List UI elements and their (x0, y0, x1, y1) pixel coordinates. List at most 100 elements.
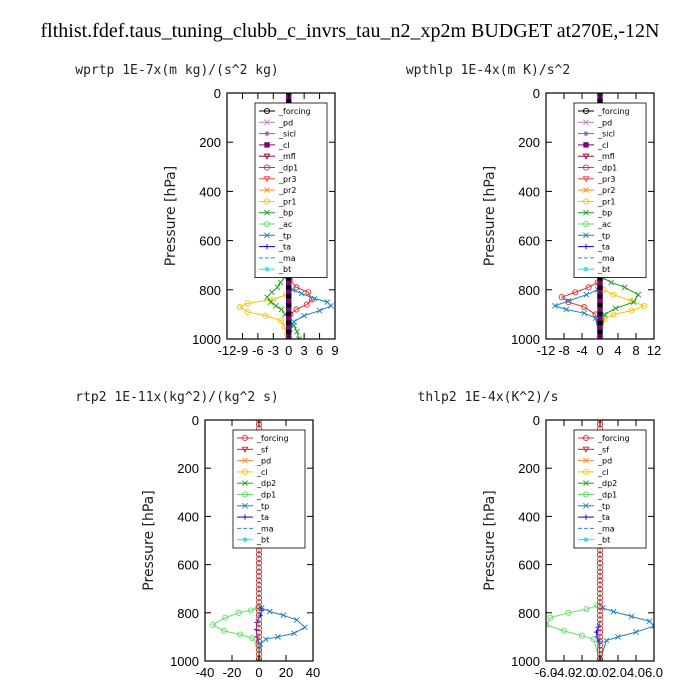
y-tick-label: 1000 (192, 332, 221, 347)
y-axis-label: Pressure [hPa] (482, 166, 498, 266)
legend-marker (583, 502, 589, 509)
data-point (565, 609, 572, 616)
x-tick-label: -2.0 (571, 665, 593, 680)
legend-marker (583, 131, 589, 137)
data-point (583, 606, 590, 613)
legend-label: _mfl (597, 152, 615, 161)
legend-marker (263, 153, 271, 160)
legend-marker (263, 164, 271, 171)
zero-marker (597, 320, 603, 326)
legend-label: _bt (597, 265, 610, 274)
x-tick-label: 8 (632, 343, 639, 358)
x-tick-label: 0 (255, 665, 262, 680)
legend-label: _tp (278, 231, 291, 240)
legend-marker (582, 164, 590, 171)
legend-label: _cl (597, 141, 609, 150)
y-tick-label: 0 (192, 413, 199, 428)
data-point (610, 608, 617, 615)
data-point (305, 289, 312, 296)
plot-frame (226, 92, 336, 340)
legend-label: _pd (597, 457, 612, 466)
legend-label: _pd (256, 457, 271, 466)
legend-label: _forcing (256, 434, 289, 443)
data-point (552, 302, 558, 309)
zero-marker (596, 573, 604, 580)
data-point (244, 300, 251, 307)
data-point (651, 623, 654, 629)
data-point (641, 302, 648, 309)
y-tick-label: 400 (199, 184, 221, 199)
y-tick-label: 600 (177, 558, 199, 573)
legend-marker (264, 142, 270, 148)
data-point (235, 609, 242, 616)
legend-marker (241, 446, 249, 453)
data-point (272, 302, 279, 309)
data-point (293, 617, 300, 623)
data-point (590, 636, 597, 643)
x-tick-label: -12 (218, 343, 237, 358)
zero-marker (255, 586, 263, 593)
legend-marker (583, 187, 589, 194)
data-point (610, 291, 617, 298)
zero-marker (255, 625, 263, 632)
zero-marker (255, 612, 263, 619)
legend-marker (583, 142, 589, 148)
y-tick-label: 600 (199, 234, 221, 249)
legend-label: _sicl (278, 130, 296, 139)
legend-label: _forcing (597, 107, 630, 116)
data-point (646, 618, 653, 625)
legend-label: _sicl (597, 130, 615, 139)
data-point (264, 294, 271, 301)
legend-label: _bt (278, 265, 291, 274)
y-axis-label: Pressure [hPa] (141, 490, 157, 590)
data-point (327, 302, 334, 309)
zero-marker (286, 324, 292, 331)
panel-title: wpthlp 1E-4x(m K)/s^2 (406, 63, 570, 78)
zero-marker (597, 307, 603, 313)
zero-marker (596, 560, 604, 567)
x-tick-label: 12 (647, 343, 661, 358)
data-point (274, 284, 281, 291)
data-point (267, 299, 274, 306)
y-tick-label: 1000 (511, 654, 540, 669)
zero-marker (596, 629, 604, 636)
zero-marker (255, 603, 263, 610)
y-tick-label: 1000 (170, 654, 199, 669)
legend-marker (263, 107, 271, 115)
data-point (599, 605, 606, 611)
data-point (301, 312, 308, 319)
legend-marker (582, 446, 590, 453)
y-axis-label: Pressure [hPa] (163, 166, 179, 266)
legend-label: _ac (278, 220, 292, 229)
zero-marker (596, 586, 604, 593)
y-tick-label: 0 (533, 86, 540, 101)
zero-marker (596, 590, 604, 597)
data-point (585, 284, 592, 291)
legend-marker (263, 176, 271, 183)
data-point (293, 306, 300, 313)
x-tick-label: 3 (301, 343, 308, 358)
x-tick-label: 4.0 (627, 665, 645, 680)
legend: _forcing _pd _sicl _cl _mfl _dp1 _pr3 _pr2 _pr1 _… (573, 102, 647, 278)
data-point (296, 336, 302, 339)
data-point (262, 636, 269, 643)
zero-marker (255, 577, 263, 584)
data-point (628, 307, 635, 314)
legend-marker (583, 209, 589, 216)
data-point (262, 312, 269, 319)
zero-marker (597, 324, 603, 331)
data-point (247, 607, 254, 614)
zero-marker (596, 568, 604, 575)
zero-marker (597, 311, 603, 318)
zero-marker (597, 289, 603, 295)
data-point (633, 629, 639, 635)
data-point (593, 629, 599, 635)
zero-marker (596, 551, 604, 558)
legend-marker (242, 502, 248, 509)
legend-label: _forcing (597, 434, 630, 443)
zero-marker (597, 302, 603, 309)
x-tick-label: -20 (223, 665, 242, 680)
data-point (612, 305, 619, 312)
y-tick-label: 200 (177, 461, 199, 476)
legend-label: _dp2 (256, 479, 276, 488)
